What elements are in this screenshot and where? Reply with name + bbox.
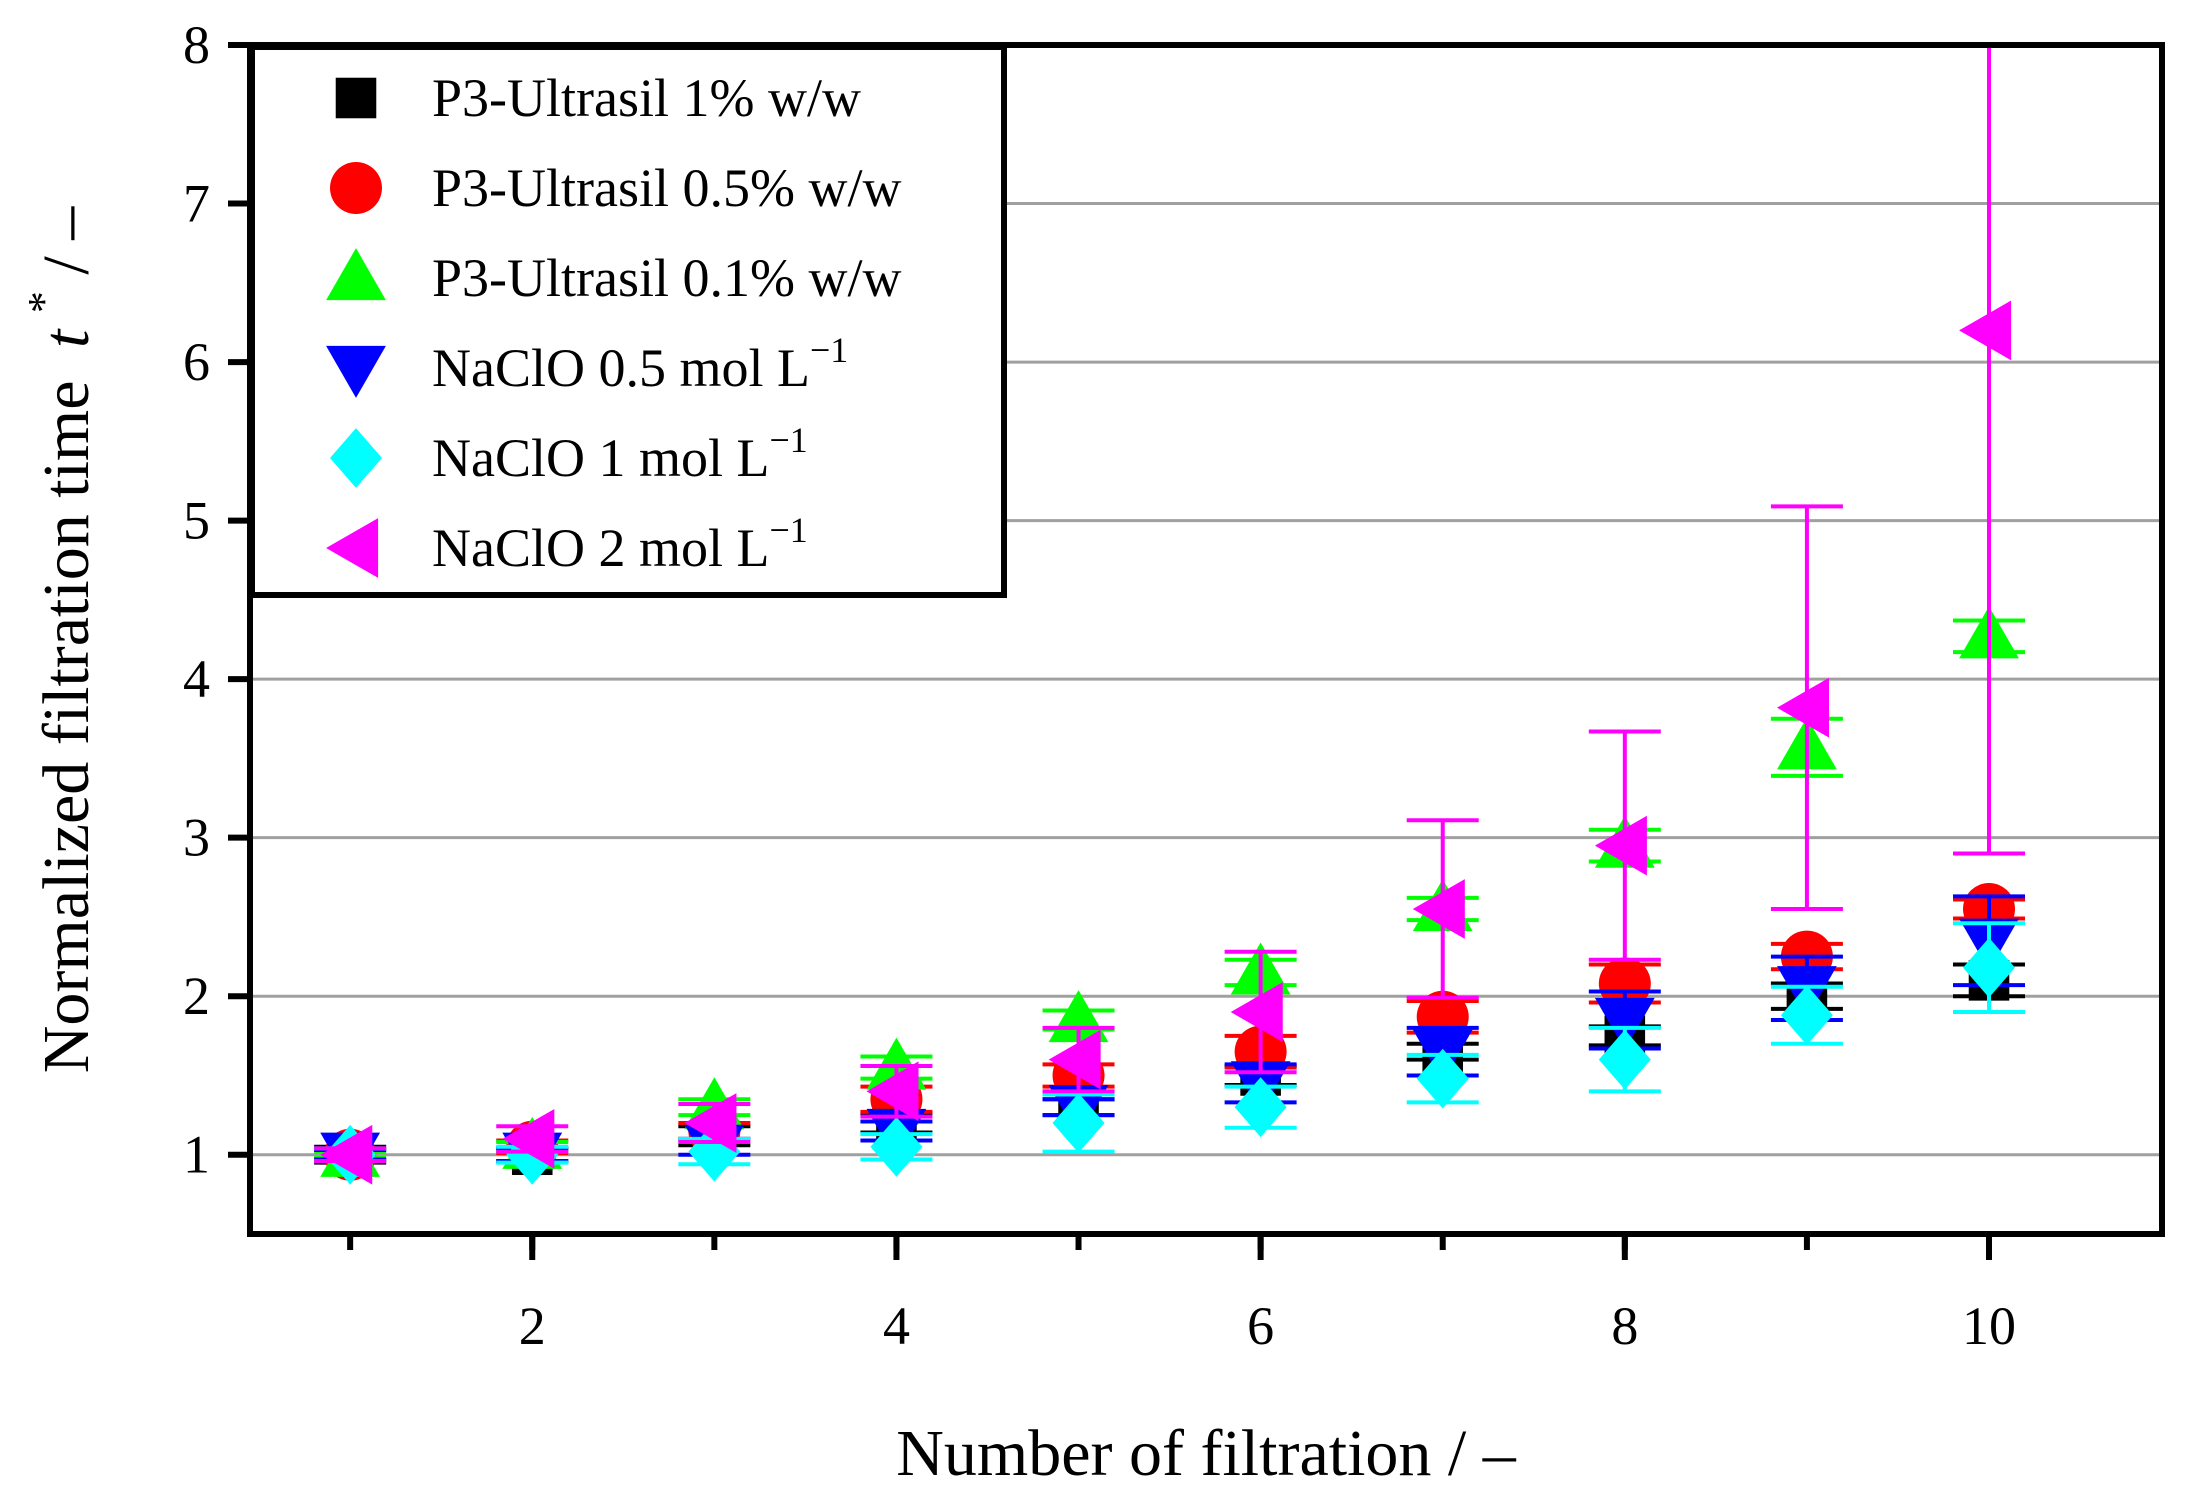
- axes: 1 2 3 4 5 6 7 8 2 4 6 8 10: [183, 15, 2016, 1356]
- data-point: [1048, 1029, 1101, 1090]
- data-point: [870, 1116, 923, 1177]
- y-tick-label-7: 7: [183, 174, 210, 234]
- series-2: [314, 883, 2026, 1181]
- y-axis-title-symbol: t: [30, 328, 103, 348]
- error-bar: [1953, 45, 2026, 856]
- data-point: [1598, 1029, 1651, 1090]
- legend: P3-Ultrasil 1% w/w P3-Ultrasil 0.5% w/w P3…: [249, 44, 1007, 598]
- y-tick-label-3: 3: [183, 808, 210, 868]
- data-point: [1416, 1048, 1469, 1109]
- x-axis-title: Number of filtration / –: [896, 1417, 1517, 1490]
- legend-label-text: NaClO 1 mol L: [432, 428, 769, 488]
- legend-marker-3: [326, 248, 386, 301]
- legend-label-superscript: −1: [769, 510, 807, 550]
- x-tick-label-10: 10: [1962, 1296, 2016, 1356]
- legend-label-6: NaClO 2 mol L−1: [432, 510, 808, 578]
- series-5: [314, 921, 2026, 1185]
- legend-label-text: P3-Ultrasil 0.1% w/w: [432, 248, 901, 308]
- series-6: [314, 45, 2026, 1185]
- data-point: [1412, 879, 1465, 939]
- data-point: [1959, 300, 2012, 361]
- y-tick-label-1: 1: [183, 1125, 210, 1185]
- y-tick-label-6: 6: [183, 332, 210, 392]
- legend-label-text: NaClO 0.5 mol L: [432, 338, 810, 398]
- data-point: [1234, 1077, 1287, 1138]
- legend-marker-4: [326, 345, 386, 398]
- data-point: [1594, 815, 1647, 876]
- y-axis-title-unit: / –: [30, 206, 103, 275]
- data-point: [1780, 985, 1833, 1046]
- legend-marker-5: [330, 428, 382, 488]
- legend-box: [249, 44, 1007, 598]
- y-axis-title-superscript: *: [19, 291, 68, 313]
- series-layer: [314, 45, 2026, 1185]
- data-point: [502, 1108, 555, 1169]
- plot-frame: [247, 42, 2165, 1237]
- y-tick-label-8: 8: [183, 15, 210, 75]
- legend-label-1: P3-Ultrasil 1% w/w: [432, 68, 861, 128]
- y-axis-title: Normalized filtration time t * / –: [0, 206, 103, 1073]
- data-point: [1052, 1093, 1105, 1153]
- x-tick-label-2: 2: [519, 1296, 546, 1356]
- legend-label-5: NaClO 1 mol L−1: [432, 420, 808, 488]
- legend-label-superscript: −1: [769, 420, 807, 460]
- legend-label-text: P3-Ultrasil 1% w/w: [432, 68, 861, 128]
- y-tick-label-2: 2: [183, 966, 210, 1026]
- y-tick-label-4: 4: [183, 649, 210, 709]
- data-point: [1963, 937, 2016, 998]
- data-point: [1230, 982, 1283, 1042]
- legend-marker-6: [326, 518, 379, 578]
- x-tick-label-4: 4: [883, 1296, 910, 1356]
- legend-label-2: P3-Ultrasil 0.5% w/w: [432, 158, 901, 218]
- legend-label-text: P3-Ultrasil 0.5% w/w: [432, 158, 901, 218]
- legend-label-4: NaClO 0.5 mol L−1: [432, 330, 848, 398]
- legend-label-superscript: −1: [810, 330, 848, 370]
- legend-marker-1: [335, 77, 377, 119]
- x-tick-label-6: 6: [1247, 1296, 1274, 1356]
- x-tick-label-8: 8: [1611, 1296, 1638, 1356]
- data-point: [1777, 677, 1830, 738]
- data-point: [1594, 997, 1655, 1050]
- legend-marker-2: [330, 162, 382, 214]
- series-3: [314, 606, 2026, 1177]
- data-point: [684, 1093, 737, 1153]
- data-point: [320, 1124, 373, 1185]
- y-tick-label-5: 5: [183, 491, 210, 551]
- y-axis-title-text: Normalized filtration time: [30, 380, 103, 1073]
- series-1: [314, 960, 2026, 1176]
- data-point: [866, 1061, 919, 1122]
- legend-label-3: P3-Ultrasil 0.1% w/w: [432, 248, 901, 308]
- legend-label-text: NaClO 2 mol L: [432, 518, 769, 578]
- data-point: [1598, 957, 1651, 1010]
- series-4: [314, 894, 2026, 1185]
